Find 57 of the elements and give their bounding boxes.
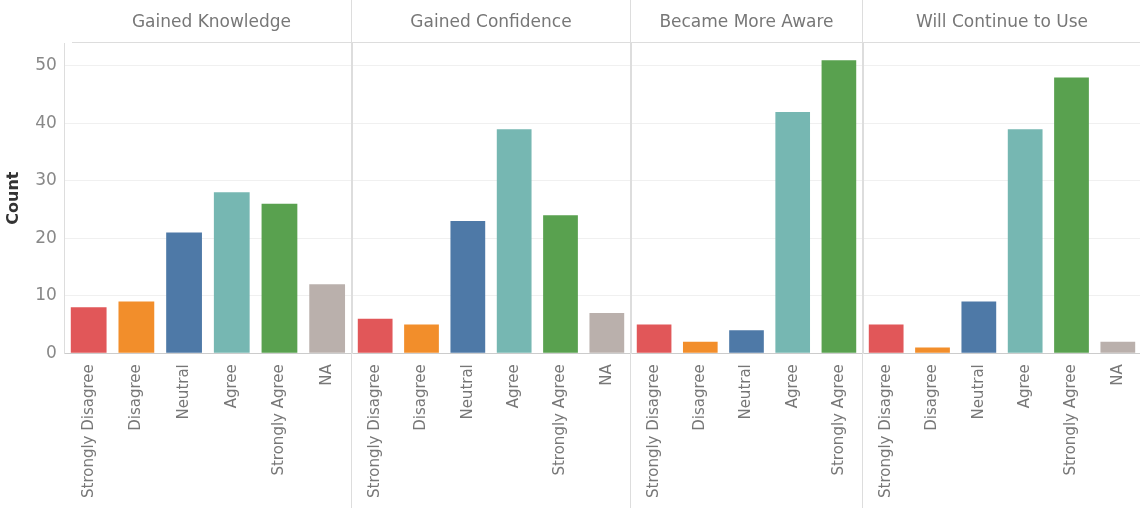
y-tick-label: 50 — [35, 54, 57, 75]
x-tick-label: Strongly Disagree — [643, 364, 662, 499]
x-tick-label: Agree — [782, 364, 801, 409]
bar — [729, 330, 764, 353]
x-tick-label: Neutral — [173, 364, 192, 420]
x-tick-label: Strongly Disagree — [78, 364, 97, 499]
x-tick-label: Disagree — [411, 364, 430, 431]
x-tick-label: Disagree — [126, 364, 145, 431]
x-tick-label: Strongly Agree — [828, 364, 847, 476]
chart-title: Gained Knowledge — [72, 0, 351, 43]
x-tick-label: Disagree — [922, 364, 941, 431]
bar — [775, 111, 811, 353]
bar — [636, 324, 672, 353]
bar — [868, 324, 904, 353]
x-tick-label: Neutral — [457, 364, 476, 420]
x-tick-label: Strongly Disagree — [876, 364, 895, 499]
y-tick-label: 10 — [35, 284, 57, 305]
chart-title: Will Continue to Use — [863, 0, 1140, 43]
y-tick-label: 0 — [46, 341, 57, 362]
bar — [166, 232, 202, 353]
x-tick-label: Agree — [504, 364, 523, 409]
bar — [70, 307, 107, 353]
chart-title: Gained Confidence — [352, 0, 630, 43]
x-tick-label: Strongly Agree — [1061, 364, 1080, 476]
bar — [213, 192, 250, 353]
bar — [915, 347, 950, 353]
bar — [589, 312, 625, 353]
x-tick-label: Neutral — [736, 364, 755, 420]
bar — [450, 221, 486, 353]
x-tick-label: Strongly Agree — [269, 364, 288, 476]
x-tick-label: Strongly Disagree — [365, 364, 384, 499]
bar — [682, 341, 718, 353]
x-tick-label: Agree — [221, 364, 240, 409]
y-axis-title: Count — [2, 171, 22, 225]
chart-title: Became More Aware — [631, 0, 862, 43]
bar — [404, 324, 439, 353]
bar — [118, 301, 155, 353]
bar — [543, 215, 578, 353]
bar — [309, 284, 346, 353]
bar — [261, 203, 298, 353]
y-tick-label: 40 — [35, 111, 57, 132]
x-tick-label: Disagree — [690, 364, 709, 431]
bar — [1007, 129, 1043, 353]
bar — [1054, 77, 1089, 353]
bar — [496, 129, 532, 353]
x-tick-label: NA — [596, 363, 615, 386]
bar — [821, 60, 857, 353]
bar — [357, 318, 393, 353]
x-tick-label: NA — [317, 363, 336, 386]
y-tick-label: 30 — [35, 169, 57, 190]
bar — [961, 301, 997, 353]
y-tick-label: 20 — [35, 226, 57, 247]
x-tick-label: Neutral — [968, 364, 987, 420]
x-tick-label: Agree — [1015, 364, 1034, 409]
bar — [1100, 341, 1136, 353]
x-tick-label: Strongly Agree — [550, 364, 569, 476]
x-tick-label: NA — [1107, 363, 1126, 386]
